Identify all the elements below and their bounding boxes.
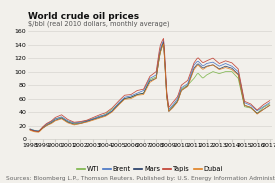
Mars [28,128,32,131]
Dubai [67,122,71,124]
WTI [146,83,149,85]
Brent [146,81,149,83]
Line: Brent: Brent [30,40,270,131]
Dubai [174,104,177,106]
Tapis [175,97,178,99]
WTI [268,103,271,105]
Dubai [90,119,94,122]
Dubai [245,105,248,107]
Tapis [162,37,165,40]
WTI [245,106,248,108]
Text: $/bbl (real 2010 dollars, monthly average): $/bbl (real 2010 dollars, monthly averag… [28,20,169,27]
Brent [245,102,248,105]
Brent [67,120,71,122]
Dubai [146,85,149,87]
Mars [174,103,177,105]
Mars [90,119,94,121]
Text: World crude oil prices: World crude oil prices [28,12,139,21]
Mars [175,102,178,104]
Tapis [37,130,40,133]
Line: Tapis: Tapis [30,38,270,132]
Brent [28,128,32,130]
Brent [268,102,271,104]
Line: Dubai: Dubai [30,44,270,132]
Mars [245,105,248,107]
Brent [37,130,40,132]
WTI [67,121,71,123]
Dubai [28,129,32,131]
Tapis [67,119,71,121]
WTI [162,41,165,43]
Dubai [37,131,40,133]
Tapis [174,98,177,101]
WTI [174,102,177,105]
Brent [90,118,94,120]
Dubai [175,103,178,105]
Tapis [90,117,94,119]
WTI [28,128,32,130]
WTI [37,130,40,132]
Brent [175,100,178,102]
Tapis [28,128,32,131]
Tapis [268,100,271,102]
Dubai [268,104,271,107]
Mars [268,104,271,107]
Brent [162,39,165,42]
Tapis [146,79,149,82]
Tapis [245,101,248,103]
WTI [90,118,94,120]
Line: WTI: WTI [30,42,270,131]
Mars [37,130,40,133]
WTI [175,101,178,103]
Text: Sources: Bloomberg L.P., Thomson Reuters. Published by: U.S. Energy Information : Sources: Bloomberg L.P., Thomson Reuters… [6,176,275,181]
Dubai [162,43,165,45]
Legend: WTI, Brent, Mars, Tapis, Dubai: WTI, Brent, Mars, Tapis, Dubai [77,166,223,172]
Line: Mars: Mars [30,43,270,132]
Mars [162,42,165,44]
Mars [146,84,149,86]
Mars [67,122,71,124]
Brent [174,101,177,103]
